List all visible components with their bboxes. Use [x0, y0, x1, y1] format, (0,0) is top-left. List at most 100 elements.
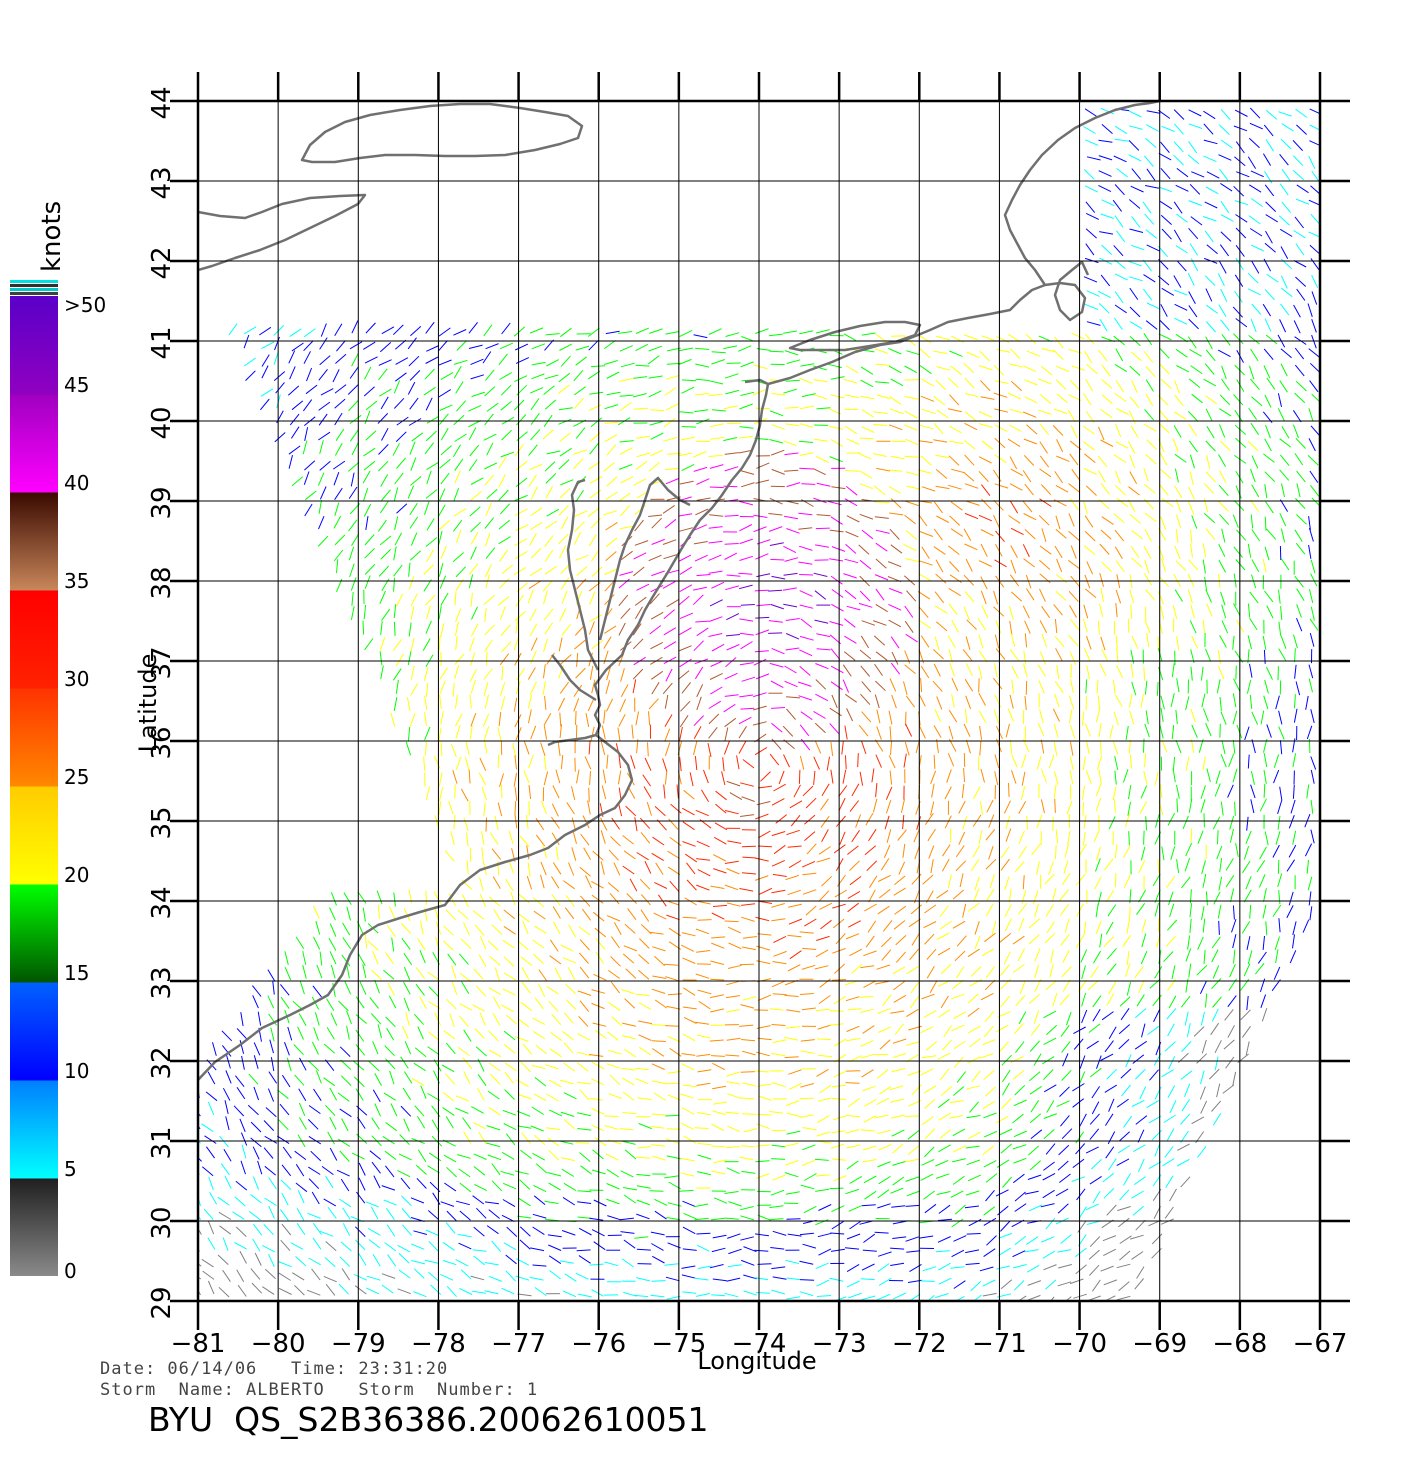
wind-vector — [1215, 770, 1221, 784]
wind-vector — [1018, 830, 1025, 845]
wind-vector — [784, 350, 799, 356]
wind-vector — [800, 1039, 815, 1042]
wind-vector — [1057, 1281, 1072, 1287]
wind-vector — [327, 1131, 335, 1145]
wind-vector — [1143, 155, 1154, 167]
wind-vector — [1055, 528, 1067, 539]
wind-vector — [440, 427, 449, 441]
wind-vector — [994, 634, 1000, 649]
wind-vector — [1295, 198, 1310, 205]
wind-vector — [635, 327, 649, 334]
wind-vector — [1245, 876, 1252, 890]
wind-vector — [1143, 666, 1146, 681]
wind-vector — [381, 1273, 396, 1279]
wind-vector — [438, 389, 451, 398]
wind-vector — [1143, 351, 1154, 363]
wind-vector — [543, 771, 549, 786]
wind-vector — [885, 786, 893, 800]
wind-vector — [951, 1024, 965, 1032]
wind-vector — [815, 663, 829, 670]
wind-vector — [298, 1102, 306, 1116]
wind-vector — [424, 726, 431, 741]
wind-vector — [1247, 754, 1250, 769]
wind-vector — [1281, 123, 1294, 132]
wind-vector — [444, 850, 455, 862]
wind-vector — [1188, 486, 1195, 500]
wind-vector — [218, 1211, 232, 1220]
wind-vector — [427, 971, 440, 981]
wind-vector — [1232, 710, 1238, 725]
wind-vector — [785, 1191, 800, 1195]
wind-vector — [681, 1265, 696, 1269]
wind-vector — [846, 1233, 861, 1240]
wind-vector — [937, 1052, 951, 1060]
wind-vector — [816, 1068, 829, 1077]
wind-vector — [391, 937, 395, 952]
wind-vector — [892, 1220, 907, 1225]
wind-vector — [876, 1069, 889, 1079]
wind-vector — [1187, 272, 1195, 286]
wind-vector — [1202, 873, 1207, 888]
wind-vector — [1041, 769, 1047, 783]
wind-vector — [634, 540, 649, 546]
wind-vector — [966, 1085, 981, 1090]
wind-vector — [1070, 425, 1078, 439]
wind-vector — [894, 905, 907, 915]
wind-vector — [252, 995, 259, 1009]
wind-vector — [1280, 558, 1290, 571]
wind-vector — [859, 483, 873, 490]
wind-vector — [1176, 167, 1189, 178]
wind-vector — [378, 444, 389, 455]
wind-vector — [224, 1175, 232, 1189]
wind-vector — [1243, 889, 1252, 903]
wind-vector — [1174, 545, 1181, 560]
wind-vector — [834, 889, 848, 898]
wind-vector — [859, 649, 872, 660]
wind-vector — [1233, 500, 1245, 511]
wind-vector — [503, 1030, 516, 1041]
wind-vector — [1048, 754, 1055, 769]
wind-vector — [488, 1049, 502, 1058]
wind-vector — [1222, 1084, 1235, 1094]
wind-vector — [1008, 888, 1012, 903]
wind-vector — [964, 334, 978, 341]
wind-vector — [342, 1223, 351, 1236]
wind-vector — [1115, 441, 1129, 449]
wind-vector — [693, 715, 704, 727]
wind-vector — [340, 1178, 350, 1192]
wind-vector — [236, 1269, 245, 1283]
wind-vector — [479, 757, 487, 771]
wind-vector — [738, 572, 753, 575]
wind-vector — [1221, 604, 1227, 619]
wind-vector — [636, 583, 650, 591]
wind-vector — [329, 1087, 338, 1101]
wind-vector — [936, 515, 950, 523]
wind-vector — [367, 940, 379, 951]
wind-vector — [696, 1244, 710, 1252]
wind-vector — [364, 548, 375, 559]
wind-vector — [651, 988, 666, 994]
wind-vector — [664, 714, 673, 727]
wind-vector — [984, 932, 996, 943]
wind-vector — [1066, 800, 1073, 815]
wind-vector — [1095, 858, 1101, 872]
wind-vector — [576, 565, 588, 576]
wind-vector — [455, 529, 462, 544]
wind-vector — [816, 648, 831, 651]
wind-vector — [904, 664, 916, 674]
wind-vector — [1069, 453, 1079, 466]
wind-vector — [665, 1114, 680, 1117]
wind-vector — [703, 769, 709, 784]
wind-vector — [830, 1232, 845, 1235]
wind-vector — [726, 1277, 741, 1282]
wind-vector — [415, 967, 426, 980]
wind-vector — [1039, 620, 1048, 634]
wind-vector — [385, 1058, 396, 1070]
wind-vector — [971, 1070, 981, 1083]
wind-vector — [889, 678, 897, 692]
wind-vector — [277, 1135, 290, 1145]
wind-vector — [1043, 1069, 1054, 1081]
wind-vector — [785, 1159, 799, 1166]
wind-vector — [410, 593, 419, 606]
